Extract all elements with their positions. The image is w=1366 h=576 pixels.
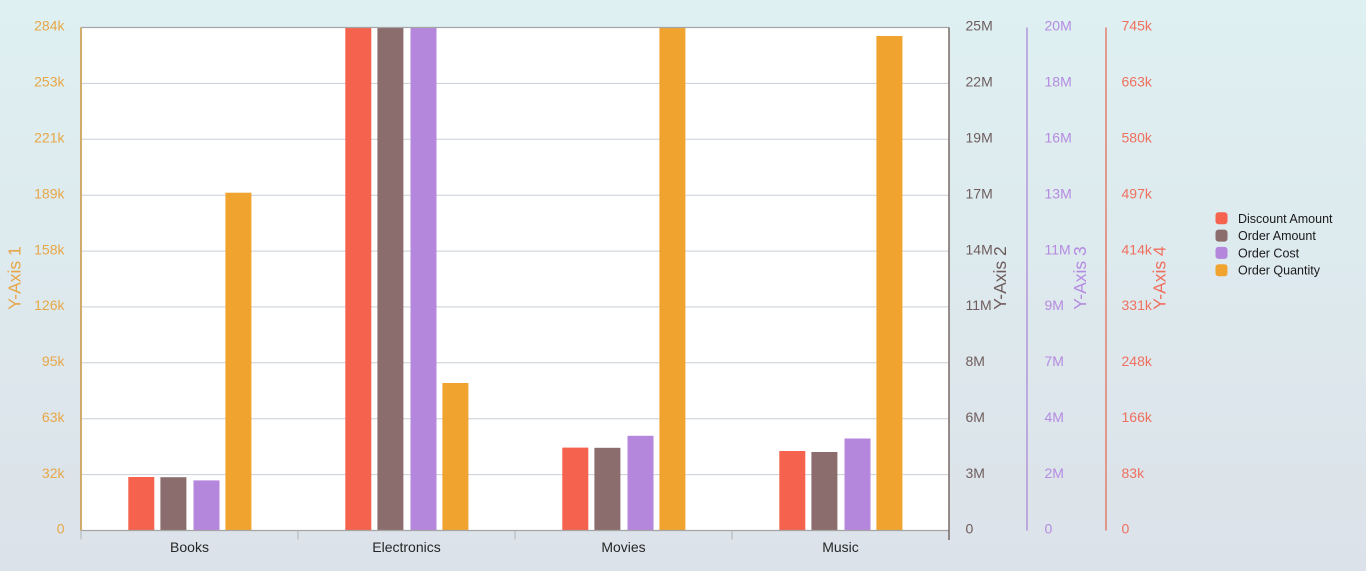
svg-text:25M: 25M bbox=[966, 18, 993, 34]
svg-text:331k: 331k bbox=[1122, 297, 1153, 313]
svg-text:Y-Axis 3: Y-Axis 3 bbox=[1070, 246, 1090, 310]
svg-text:16M: 16M bbox=[1045, 130, 1072, 146]
svg-text:Order Quantity: Order Quantity bbox=[1238, 264, 1321, 278]
svg-text:221k: 221k bbox=[34, 130, 65, 146]
svg-text:7M: 7M bbox=[1045, 353, 1064, 369]
svg-text:95k: 95k bbox=[42, 353, 66, 369]
svg-text:22M: 22M bbox=[966, 74, 993, 90]
svg-text:11M: 11M bbox=[1045, 241, 1071, 257]
svg-text:414k: 414k bbox=[1122, 241, 1153, 257]
svg-text:166k: 166k bbox=[1122, 409, 1153, 425]
svg-text:3M: 3M bbox=[966, 465, 985, 481]
svg-text:0: 0 bbox=[57, 521, 65, 537]
svg-text:63k: 63k bbox=[42, 409, 66, 425]
svg-text:Y-Axis 2: Y-Axis 2 bbox=[990, 246, 1010, 310]
svg-text:18M: 18M bbox=[1045, 74, 1072, 90]
svg-text:0: 0 bbox=[1045, 521, 1053, 537]
svg-text:248k: 248k bbox=[1122, 353, 1153, 369]
svg-text:9M: 9M bbox=[1045, 297, 1064, 313]
svg-text:284k: 284k bbox=[34, 18, 65, 34]
svg-text:14M: 14M bbox=[966, 241, 993, 257]
svg-text:17M: 17M bbox=[966, 185, 993, 201]
svg-text:20M: 20M bbox=[1045, 18, 1072, 34]
svg-text:Order Amount: Order Amount bbox=[1238, 229, 1316, 243]
svg-text:745k: 745k bbox=[1122, 18, 1153, 34]
svg-text:Y-Axis 1: Y-Axis 1 bbox=[5, 246, 25, 310]
svg-text:11M: 11M bbox=[966, 297, 992, 313]
svg-text:158k: 158k bbox=[34, 241, 65, 257]
svg-text:126k: 126k bbox=[34, 297, 65, 313]
svg-text:580k: 580k bbox=[1122, 130, 1153, 146]
svg-text:6M: 6M bbox=[966, 409, 985, 425]
svg-text:0: 0 bbox=[966, 521, 974, 537]
svg-text:13M: 13M bbox=[1045, 185, 1072, 201]
svg-text:8M: 8M bbox=[966, 353, 985, 369]
svg-text:Y-Axis 4: Y-Axis 4 bbox=[1150, 246, 1170, 310]
svg-text:4M: 4M bbox=[1045, 409, 1064, 425]
svg-text:Music: Music bbox=[822, 539, 859, 555]
svg-text:189k: 189k bbox=[34, 185, 65, 201]
svg-text:663k: 663k bbox=[1122, 74, 1153, 90]
svg-text:0: 0 bbox=[1122, 521, 1130, 537]
svg-text:19M: 19M bbox=[966, 130, 993, 146]
svg-text:2M: 2M bbox=[1045, 465, 1064, 481]
svg-text:Movies: Movies bbox=[601, 539, 645, 555]
svg-text:Electronics: Electronics bbox=[372, 539, 440, 555]
svg-text:32k: 32k bbox=[42, 465, 66, 481]
svg-text:Discount Amount: Discount Amount bbox=[1238, 212, 1333, 226]
svg-text:253k: 253k bbox=[34, 74, 65, 90]
svg-text:83k: 83k bbox=[1122, 465, 1146, 481]
svg-text:Order Cost: Order Cost bbox=[1238, 246, 1300, 260]
svg-text:Books: Books bbox=[170, 539, 209, 555]
svg-text:497k: 497k bbox=[1122, 185, 1153, 201]
